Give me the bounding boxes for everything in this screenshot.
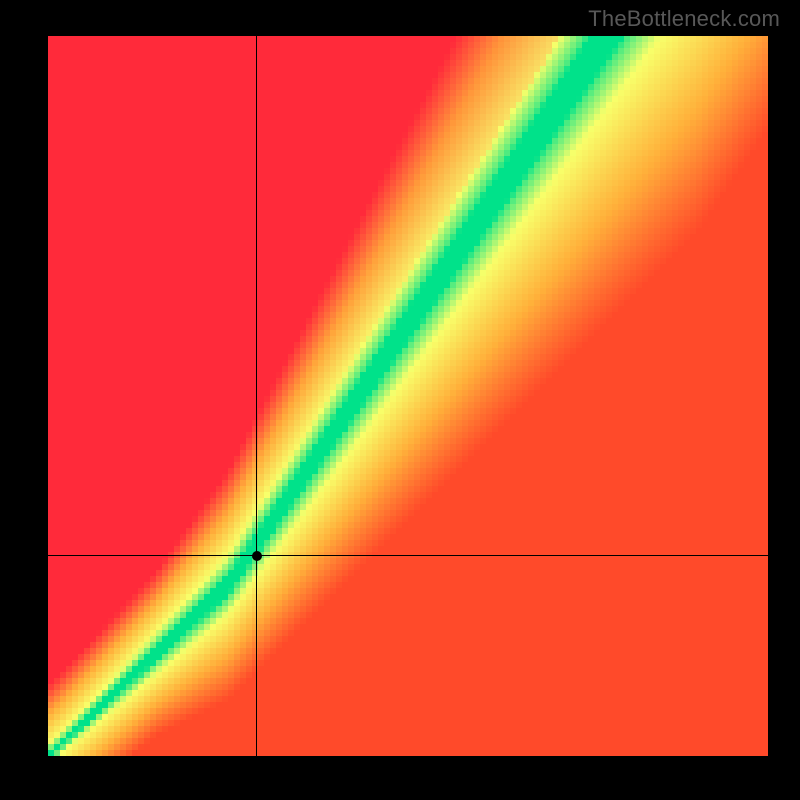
crosshair-vertical [256,36,257,756]
crosshair-marker [252,551,262,561]
crosshair-horizontal [48,555,768,556]
watermark-text: TheBottleneck.com [588,6,780,32]
heatmap-plot [48,36,768,756]
heatmap-canvas [48,36,768,756]
